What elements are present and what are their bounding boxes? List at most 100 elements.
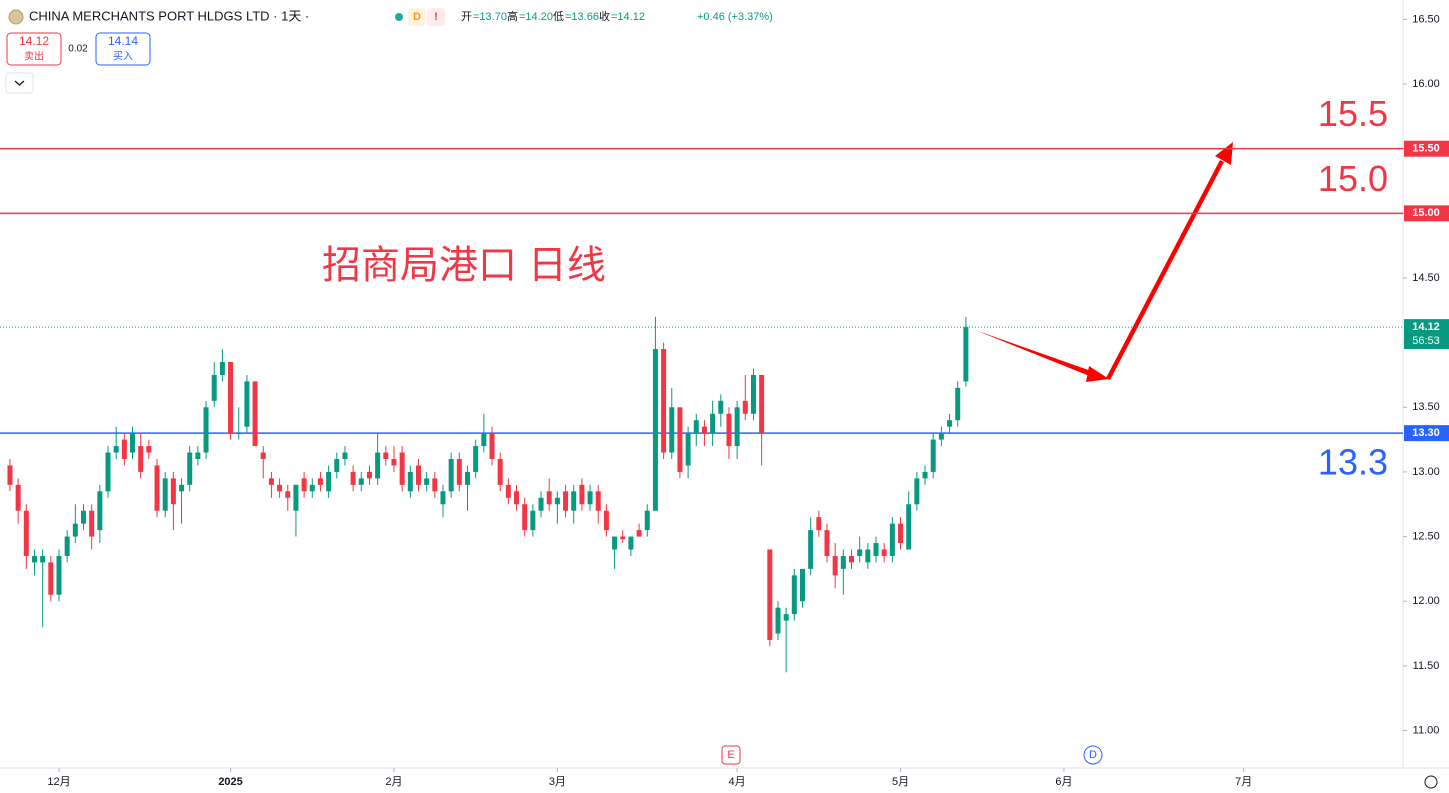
quote-label: 低 <box>553 10 564 23</box>
candle-body <box>750 374 756 414</box>
status-dot <box>395 13 403 21</box>
candle-body <box>898 523 904 544</box>
candle-body <box>726 413 732 447</box>
candle-body <box>31 555 37 563</box>
candle-body <box>432 478 438 492</box>
candle-body <box>64 536 70 556</box>
candle-body <box>187 452 193 485</box>
sell-button[interactable] <box>6 32 62 66</box>
candle-body <box>628 536 634 550</box>
candle-body <box>407 471 413 492</box>
x-tick-label: 6月 <box>1055 776 1072 788</box>
quote-label: 开 <box>461 11 472 23</box>
candle-body <box>244 381 250 427</box>
candle-body <box>236 433 242 435</box>
x-tick-label: 12月 <box>47 776 70 788</box>
event-text: D <box>1089 749 1097 761</box>
quote-label: 高 <box>507 9 518 23</box>
level-axis-label: 13.30 <box>1412 427 1440 439</box>
candle-body <box>636 530 642 537</box>
candle-body <box>375 452 381 479</box>
y-tick-label: 12.50 <box>1412 530 1440 542</box>
sell-label: 卖出 <box>24 50 44 63</box>
candle-body <box>130 433 136 453</box>
candle-body <box>326 471 332 492</box>
candle-body <box>661 349 667 453</box>
candle-body <box>146 446 152 453</box>
candle-body <box>930 439 936 472</box>
level-annotation: 15.0 <box>1318 158 1388 199</box>
candle-body <box>530 510 536 531</box>
quote-label: 收 <box>599 9 610 23</box>
candle-body <box>767 549 773 640</box>
candle-body <box>587 491 593 505</box>
candle-body <box>481 433 487 447</box>
candle-body <box>211 374 217 401</box>
level-axis-label: 15.50 <box>1412 143 1440 155</box>
x-tick-label: 5月 <box>892 776 909 788</box>
candle-body <box>448 458 454 492</box>
flag <box>427 8 445 26</box>
x-tick-label: 7月 <box>1235 776 1252 788</box>
y-tick-label: 13.00 <box>1412 466 1440 478</box>
candle-body <box>154 465 160 511</box>
candle-body <box>579 484 585 505</box>
candle-body <box>260 452 266 459</box>
candle-body <box>881 549 887 556</box>
candle-body <box>693 420 699 434</box>
buy-price: 14.14 <box>108 34 138 48</box>
candle-body <box>505 484 511 498</box>
candle-body <box>277 484 283 492</box>
candle-body <box>571 491 577 511</box>
candle-body <box>252 381 258 447</box>
x-tick-label: 2月 <box>385 776 402 788</box>
flag-text: ! <box>434 11 438 23</box>
candle-body <box>816 517 822 531</box>
event-marker[interactable] <box>1083 745 1103 765</box>
flag <box>408 8 426 26</box>
candle-body <box>7 465 13 485</box>
candle-body <box>203 407 209 453</box>
y-tick-label: 11.00 <box>1413 724 1440 736</box>
candle-body <box>342 452 348 459</box>
candle-body <box>955 387 961 421</box>
candle-body <box>268 478 274 485</box>
event-marker[interactable] <box>721 745 741 765</box>
candle-body <box>72 523 78 537</box>
candle-body <box>849 555 855 563</box>
candle-body <box>595 491 601 511</box>
candle-body <box>350 471 356 485</box>
plot: 11.0011.5012.0012.5013.0013.5014.0014.50… <box>0 13 1449 788</box>
candle-body <box>620 536 626 540</box>
candle-body <box>293 484 299 511</box>
quote-value: =14.20 <box>519 11 553 23</box>
candle-body <box>652 349 658 511</box>
arrow <box>1106 160 1224 380</box>
candle-body <box>48 562 54 595</box>
candle-body <box>23 510 29 556</box>
flag-text: D <box>413 11 421 23</box>
countdown: 56:53 <box>1412 335 1440 347</box>
level-axis-box <box>1404 140 1449 157</box>
candle-body <box>824 530 830 556</box>
candle-body <box>497 458 503 485</box>
candle-body <box>170 478 176 505</box>
candle-body <box>791 575 797 615</box>
buy-button[interactable] <box>95 32 151 66</box>
candle-body <box>808 530 814 569</box>
candle-body <box>922 471 928 479</box>
candle-body <box>391 458 397 466</box>
buy-label: 买入 <box>113 51 133 63</box>
candle-body <box>947 420 953 427</box>
candle-body <box>383 452 389 459</box>
candle-body <box>465 471 471 485</box>
collapse-button[interactable] <box>5 72 34 94</box>
candle-body <box>489 433 495 459</box>
candle-body <box>685 433 691 466</box>
settings-icon[interactable] <box>1424 775 1438 789</box>
candle-body <box>563 491 569 511</box>
candle-body <box>179 484 185 492</box>
arrow-head <box>1215 142 1233 165</box>
